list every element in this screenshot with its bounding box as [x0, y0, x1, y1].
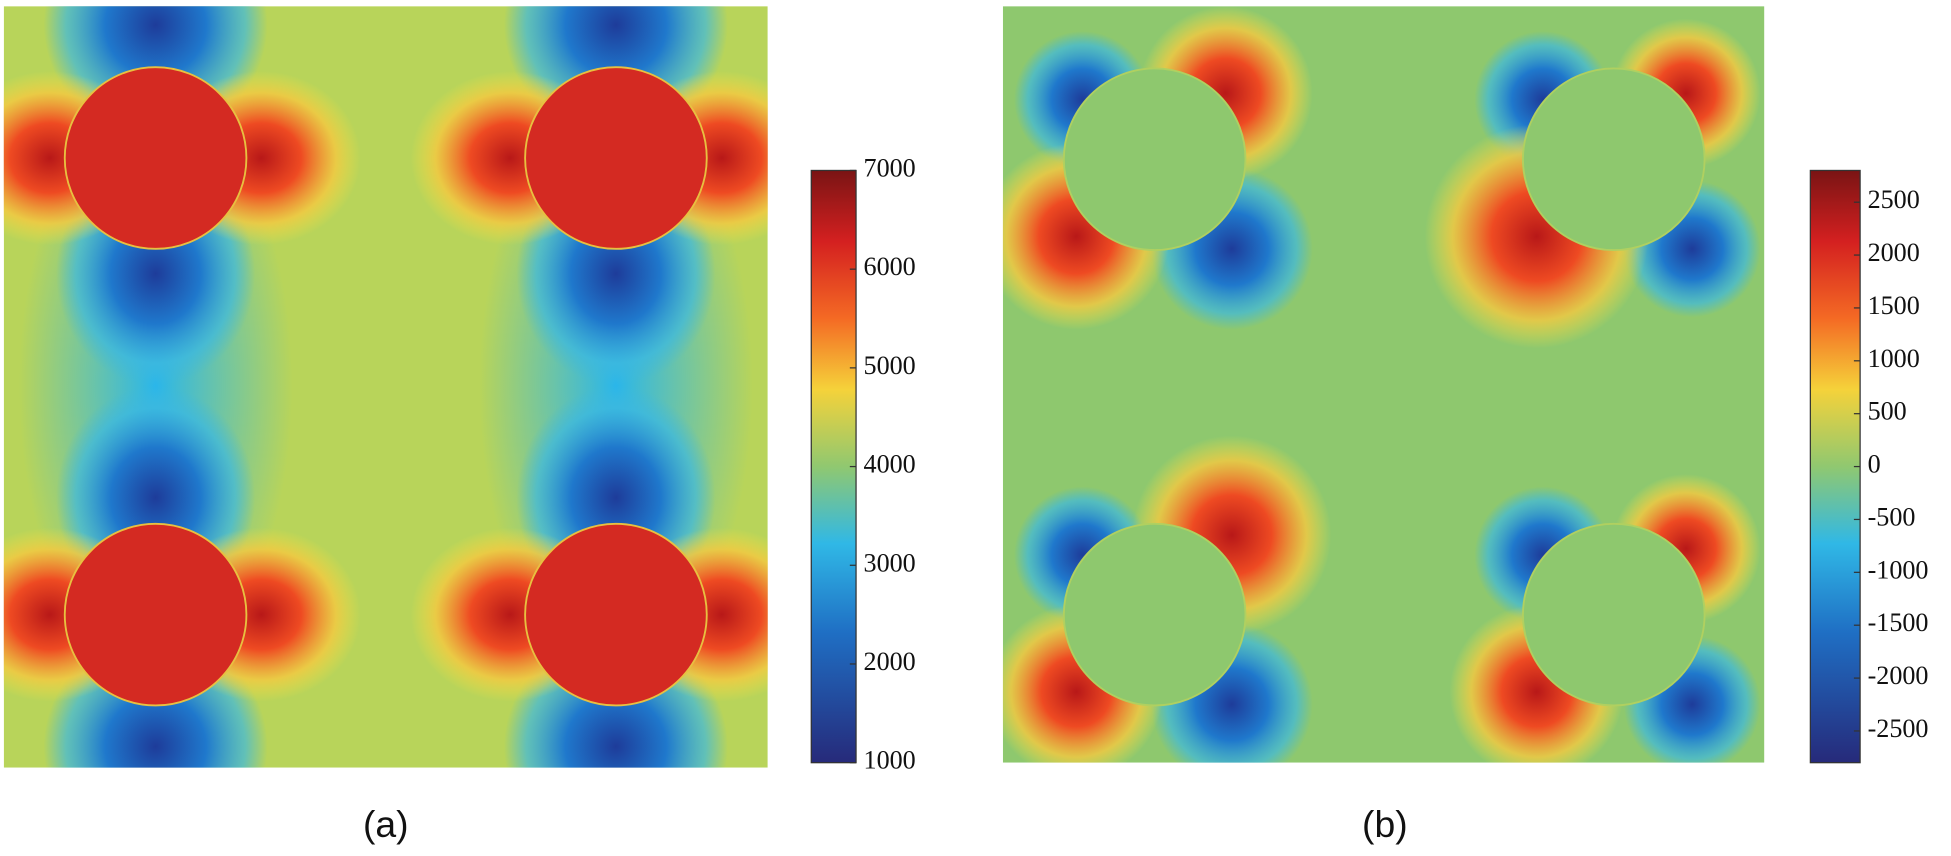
- colorbar-tick-label: 0: [1868, 450, 1881, 479]
- colorbar-tick-label: 1000: [864, 746, 916, 775]
- colorbar-tick-label: 7000: [864, 153, 916, 182]
- colorbar-tick-label: -1500: [1868, 608, 1929, 637]
- colorbar-tick-label: -500: [1868, 502, 1916, 531]
- colorbar-tick-label: 2000: [864, 647, 916, 676]
- colorbar-tick-label: 4000: [864, 450, 916, 479]
- colorbar-tick-label: 6000: [864, 252, 916, 281]
- colorbar-tick-label: -2500: [1868, 714, 1929, 743]
- caption: (a): [363, 803, 409, 845]
- colorbar-tick-label: -2000: [1868, 661, 1929, 690]
- colorbar-tick-label: 1000: [1868, 344, 1920, 373]
- colorbar-tick-label: 3000: [864, 548, 916, 577]
- colorbar: [1809, 169, 1861, 764]
- colorbar-tick-label: 500: [1868, 397, 1907, 426]
- colorbar-tick-label: 5000: [864, 351, 916, 380]
- colorbar-tick-label: -1000: [1868, 555, 1929, 584]
- colorbar-tick-label: 2500: [1868, 185, 1920, 214]
- colorbar-tick-label: 2000: [1868, 238, 1920, 267]
- colorbar: [810, 169, 857, 764]
- colorbar-tick-label: 1500: [1868, 291, 1920, 320]
- field-a: [3, 6, 768, 768]
- caption: (b): [1362, 803, 1408, 845]
- field-b: [1002, 6, 1765, 763]
